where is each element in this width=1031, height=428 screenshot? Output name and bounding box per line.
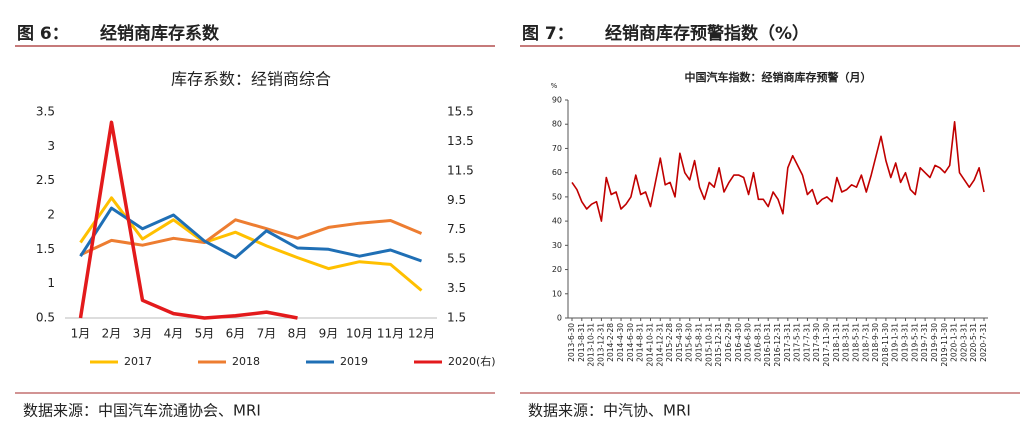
x-tick-label: 2016-4-30 [734, 323, 743, 362]
y-tick-label: 50 [552, 192, 562, 201]
series-line [78, 120, 298, 320]
x-tick-label: 7月 [257, 327, 277, 341]
x-tick-label: 2019-7-31 [920, 323, 929, 362]
legend-label: 2019 [340, 355, 368, 368]
y-tick-label: 2 [47, 208, 55, 222]
x-tick-label: 2015-8-31 [695, 323, 704, 362]
x-tick-label: 2014-4-30 [616, 323, 625, 362]
x-tick-label: 2013-6-30 [567, 323, 576, 362]
x-tick-label: 2017-9-30 [812, 323, 821, 362]
y2-tick-label: 5.5 [447, 252, 466, 266]
x-tick-label: 2013-12-31 [596, 323, 605, 367]
y2-tick-label: 13.5 [447, 134, 474, 148]
x-tick-label: 2014-10-31 [645, 323, 654, 367]
x-tick-label: 5月 [195, 327, 215, 341]
x-tick-label: 4月 [164, 327, 184, 341]
x-tick-label: 2020-5-31 [969, 323, 978, 362]
x-tick-label: 2017-5-31 [793, 323, 802, 362]
x-tick-label: 6月 [226, 327, 246, 341]
x-tick-label: 2020-7-31 [979, 323, 988, 362]
y2-tick-label: 3.5 [447, 281, 466, 295]
x-tick-label: 2016-12-31 [773, 323, 782, 367]
x-tick-label: 2017-7-31 [802, 323, 811, 362]
legend-label: 2018 [232, 355, 260, 368]
x-tick-label: 8月 [288, 327, 308, 341]
chart-title: 中国汽车指数：经销商库存预警（月） [685, 70, 872, 84]
y-tick-label: 0.5 [36, 311, 55, 325]
x-tick-label: 2014-12-31 [655, 323, 664, 367]
x-tick-label: 2016-2-29 [724, 323, 733, 362]
x-tick-label: 10月 [346, 327, 373, 341]
chart-title: 库存系数：经销商综合 [171, 70, 331, 89]
x-tick-label: 2018-1-31 [832, 323, 841, 362]
x-tick-label: 2015-6-30 [685, 323, 694, 362]
series-line [79, 218, 423, 257]
x-tick-label: 9月 [319, 327, 339, 341]
x-tick-label: 3月 [133, 327, 153, 341]
figure-label: 图 6： [17, 24, 69, 44]
y-tick-label: 70 [552, 144, 562, 153]
x-tick-label: 2月 [102, 327, 122, 341]
y-tick-label: 80 [552, 120, 562, 129]
x-tick-label: 2014-2-28 [606, 323, 615, 362]
y-tick-label: 10 [552, 289, 562, 298]
source: 数据来源：中汽协、MRI [528, 402, 691, 420]
series-line [79, 206, 423, 263]
series-line [79, 196, 423, 292]
x-tick-label: 2019-11-30 [940, 323, 949, 367]
y-tick-label: 90 [552, 96, 562, 105]
y-tick-label: 0 [557, 314, 562, 323]
y-tick-label: 2.5 [36, 173, 55, 187]
legend-label: 2017 [124, 355, 152, 368]
source: 数据来源：中国汽车流通协会、MRI [23, 402, 261, 420]
x-tick-label: 1月 [71, 327, 91, 341]
x-tick-label: 2019-3-31 [901, 323, 910, 362]
x-tick-label: 2014-8-31 [636, 323, 645, 362]
x-tick-label: 2018-5-31 [851, 323, 860, 362]
x-tick-label: 2016-10-31 [763, 323, 772, 367]
x-tick-label: 2017-3-31 [783, 323, 792, 362]
y-tick-label: 30 [552, 241, 562, 250]
x-tick-label: 2015-12-31 [714, 323, 723, 367]
panel-heading: 经销商库存预警指数（%） [605, 23, 809, 44]
panel-heading: 经销商库存系数 [100, 23, 220, 44]
x-tick-label: 2014-6-30 [626, 323, 635, 362]
legend-label: 2020(右) [448, 354, 496, 368]
x-tick-label: 2016-6-30 [744, 323, 753, 362]
x-tick-label: 2017-11-30 [822, 323, 831, 367]
y-tick-label: 60 [552, 168, 562, 177]
x-tick-label: 2020-3-31 [959, 323, 968, 362]
y-tick-label: 1 [47, 276, 55, 290]
x-tick-label: 2015-10-31 [704, 323, 713, 367]
x-tick-label: 2018-3-31 [842, 323, 851, 362]
x-tick-label: 2018-11-30 [881, 323, 890, 367]
y-axis-label: % [551, 82, 558, 90]
x-tick-label: 2019-9-30 [930, 323, 939, 362]
y2-tick-label: 11.5 [447, 163, 474, 177]
y-tick-label: 3 [47, 139, 55, 153]
y2-tick-label: 15.5 [447, 105, 474, 119]
x-tick-label: 2015-2-28 [665, 323, 674, 362]
y2-tick-label: 9.5 [447, 193, 466, 207]
x-tick-label: 2018-7-31 [861, 323, 870, 362]
x-tick-label: 2015-4-30 [675, 323, 684, 362]
x-tick-label: 12月 [408, 327, 435, 341]
y-tick-label: 1.5 [36, 242, 55, 256]
y-tick-label: 3.5 [36, 105, 55, 119]
x-tick-label: 2018-9-30 [871, 323, 880, 362]
x-tick-label: 2019-5-31 [910, 323, 919, 362]
series-line [571, 121, 985, 222]
y2-tick-label: 1.5 [447, 311, 466, 325]
y-tick-label: 40 [552, 217, 562, 226]
y2-tick-label: 7.5 [447, 222, 466, 236]
y-tick-label: 20 [552, 265, 562, 274]
x-tick-label: 2016-8-31 [753, 323, 762, 362]
x-tick-label: 2013-8-31 [577, 323, 586, 362]
x-tick-label: 2019-1-31 [891, 323, 900, 362]
x-tick-label: 2020-1-31 [950, 323, 959, 362]
x-tick-label: 11月 [377, 327, 404, 341]
figure-label: 图 7： [522, 24, 574, 44]
x-tick-label: 2013-10-31 [587, 323, 596, 367]
